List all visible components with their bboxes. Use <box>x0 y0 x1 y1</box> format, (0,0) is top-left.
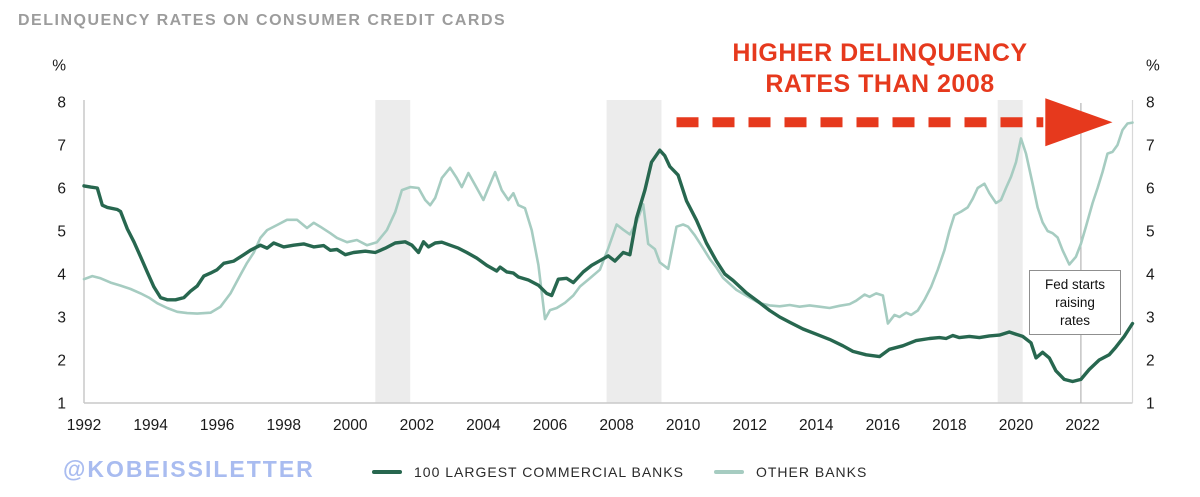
y-tick-label-right: 7 <box>1146 137 1155 154</box>
watermark: @KOBEISSILETTER <box>63 456 315 482</box>
recession-band <box>606 100 662 403</box>
x-tick-label: 2000 <box>333 417 368 434</box>
x-tick-label: 2008 <box>599 417 633 434</box>
annotation-line-2: RATES THAN 2008 <box>765 70 995 98</box>
x-tick-label: 1992 <box>67 417 101 434</box>
y-tick-label-left: 1 <box>57 395 66 412</box>
fed-label-line-2: raising <box>1055 294 1095 310</box>
x-tick-label: 2018 <box>932 417 966 434</box>
x-tick-label: 2004 <box>466 417 501 434</box>
x-tick-label: 2014 <box>799 417 834 434</box>
page-title: DELINQUENCY RATES ON CONSUMER CREDIT CAR… <box>18 12 507 29</box>
y-tick-label-left: 2 <box>57 352 66 369</box>
x-tick-label: 2022 <box>1065 417 1099 434</box>
legend-swatch-dark-green <box>372 470 402 474</box>
y-axis-unit-left: % <box>52 57 66 74</box>
y-tick-label-right: 6 <box>1146 180 1155 197</box>
y-tick-label-left: 8 <box>57 94 66 111</box>
legend-label: OTHER BANKS <box>755 464 868 480</box>
legend-swatch-light-green <box>713 470 744 474</box>
series-line-other-banks <box>82 121 1134 325</box>
legend-label: 100 LARGEST COMMERCIAL BANKS <box>414 464 684 480</box>
legend-item-other-banks: OTHER BANKS <box>713 464 868 480</box>
x-tick-label: 2012 <box>732 417 766 434</box>
fed-label-line-3: rates <box>1059 312 1090 328</box>
y-tick-label-right: 2 <box>1146 352 1155 369</box>
y-tick-label-right: 1 <box>1146 395 1155 412</box>
y-tick-label-left: 3 <box>57 309 66 326</box>
y-tick-label-left: 7 <box>57 137 66 154</box>
x-tick-label: 2010 <box>666 417 701 434</box>
x-tick-label: 2016 <box>866 417 900 434</box>
fed-label-line-1: Fed starts <box>1044 277 1106 292</box>
x-tick-label: 2002 <box>400 417 434 434</box>
series-line-100-largest-commercial-banks <box>82 148 1135 384</box>
y-tick-label-right: 8 <box>1146 94 1155 111</box>
y-tick-label-left: 5 <box>57 223 66 240</box>
annotation-line-1: HIGHER DELINQUENCY <box>732 39 1028 67</box>
fed-rate-hike-label: Fed starts raising rates <box>1029 270 1121 336</box>
y-tick-label-right: 5 <box>1146 223 1155 240</box>
y-tick-label-left: 6 <box>57 180 66 197</box>
y-tick-label-right: 3 <box>1146 309 1155 326</box>
x-tick-label: 2020 <box>999 417 1034 434</box>
higher-delinquency-annotation: HIGHER DELINQUENCY RATES THAN 2008 <box>640 38 1120 100</box>
x-tick-label: 1996 <box>200 417 234 434</box>
x-tick-label: 1998 <box>266 417 300 434</box>
x-tick-label: 1994 <box>133 417 168 434</box>
legend-item-100-largest-commercial-banks: 100 LARGEST COMMERCIAL BANKS <box>372 464 684 480</box>
y-tick-label-right: 4 <box>1146 266 1155 283</box>
y-axis-unit-right: % <box>1146 57 1160 74</box>
x-tick-label: 2006 <box>533 417 567 434</box>
arrow-head-icon <box>1045 98 1113 147</box>
legend: 100 LARGEST COMMERCIAL BANKS OTHER BANKS <box>372 464 867 480</box>
y-tick-label-left: 4 <box>57 266 66 283</box>
